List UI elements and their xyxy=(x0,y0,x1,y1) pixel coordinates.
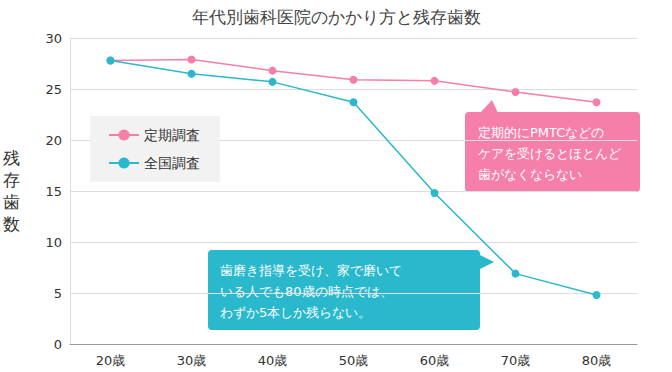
svg-text:20: 20 xyxy=(45,133,62,148)
svg-text:20歳: 20歳 xyxy=(96,353,126,368)
svg-text:数: 数 xyxy=(3,214,20,234)
svg-text:5: 5 xyxy=(54,286,62,301)
svg-text:存: 存 xyxy=(3,170,20,190)
svg-text:全国調査: 全国調査 xyxy=(144,155,200,171)
svg-text:50歳: 50歳 xyxy=(339,353,369,368)
svg-text:15: 15 xyxy=(45,184,62,199)
svg-text:70歳: 70歳 xyxy=(501,353,531,368)
svg-text:歯: 歯 xyxy=(3,192,20,212)
svg-text:いる人でも80歳の時点では、: いる人でも80歳の時点では、 xyxy=(220,284,393,299)
svg-text:定期的にPMTCなどの: 定期的にPMTCなどの xyxy=(478,125,604,140)
svg-text:残: 残 xyxy=(3,148,20,168)
svg-text:80歳: 80歳 xyxy=(582,353,612,368)
svg-text:25: 25 xyxy=(45,82,62,97)
svg-text:0: 0 xyxy=(54,337,62,352)
svg-text:60歳: 60歳 xyxy=(420,353,450,368)
svg-text:30: 30 xyxy=(45,31,62,46)
svg-text:歯磨き指導を受け、家で磨いて: 歯磨き指導を受け、家で磨いて xyxy=(220,263,402,278)
svg-text:年代別歯科医院のかかり方と残存歯数: 年代別歯科医院のかかり方と残存歯数 xyxy=(192,7,481,27)
svg-text:10: 10 xyxy=(45,235,62,250)
svg-text:ケアを受けるとほとんど: ケアを受けるとほとんど xyxy=(478,146,621,161)
svg-text:定期調査: 定期調査 xyxy=(144,127,200,143)
svg-text:40歳: 40歳 xyxy=(258,353,288,368)
svg-text:30歳: 30歳 xyxy=(177,353,207,368)
svg-text:わずか5本しか残らない。: わずか5本しか残らない。 xyxy=(220,305,371,320)
svg-text:歯がなくならない: 歯がなくならない xyxy=(478,167,582,182)
